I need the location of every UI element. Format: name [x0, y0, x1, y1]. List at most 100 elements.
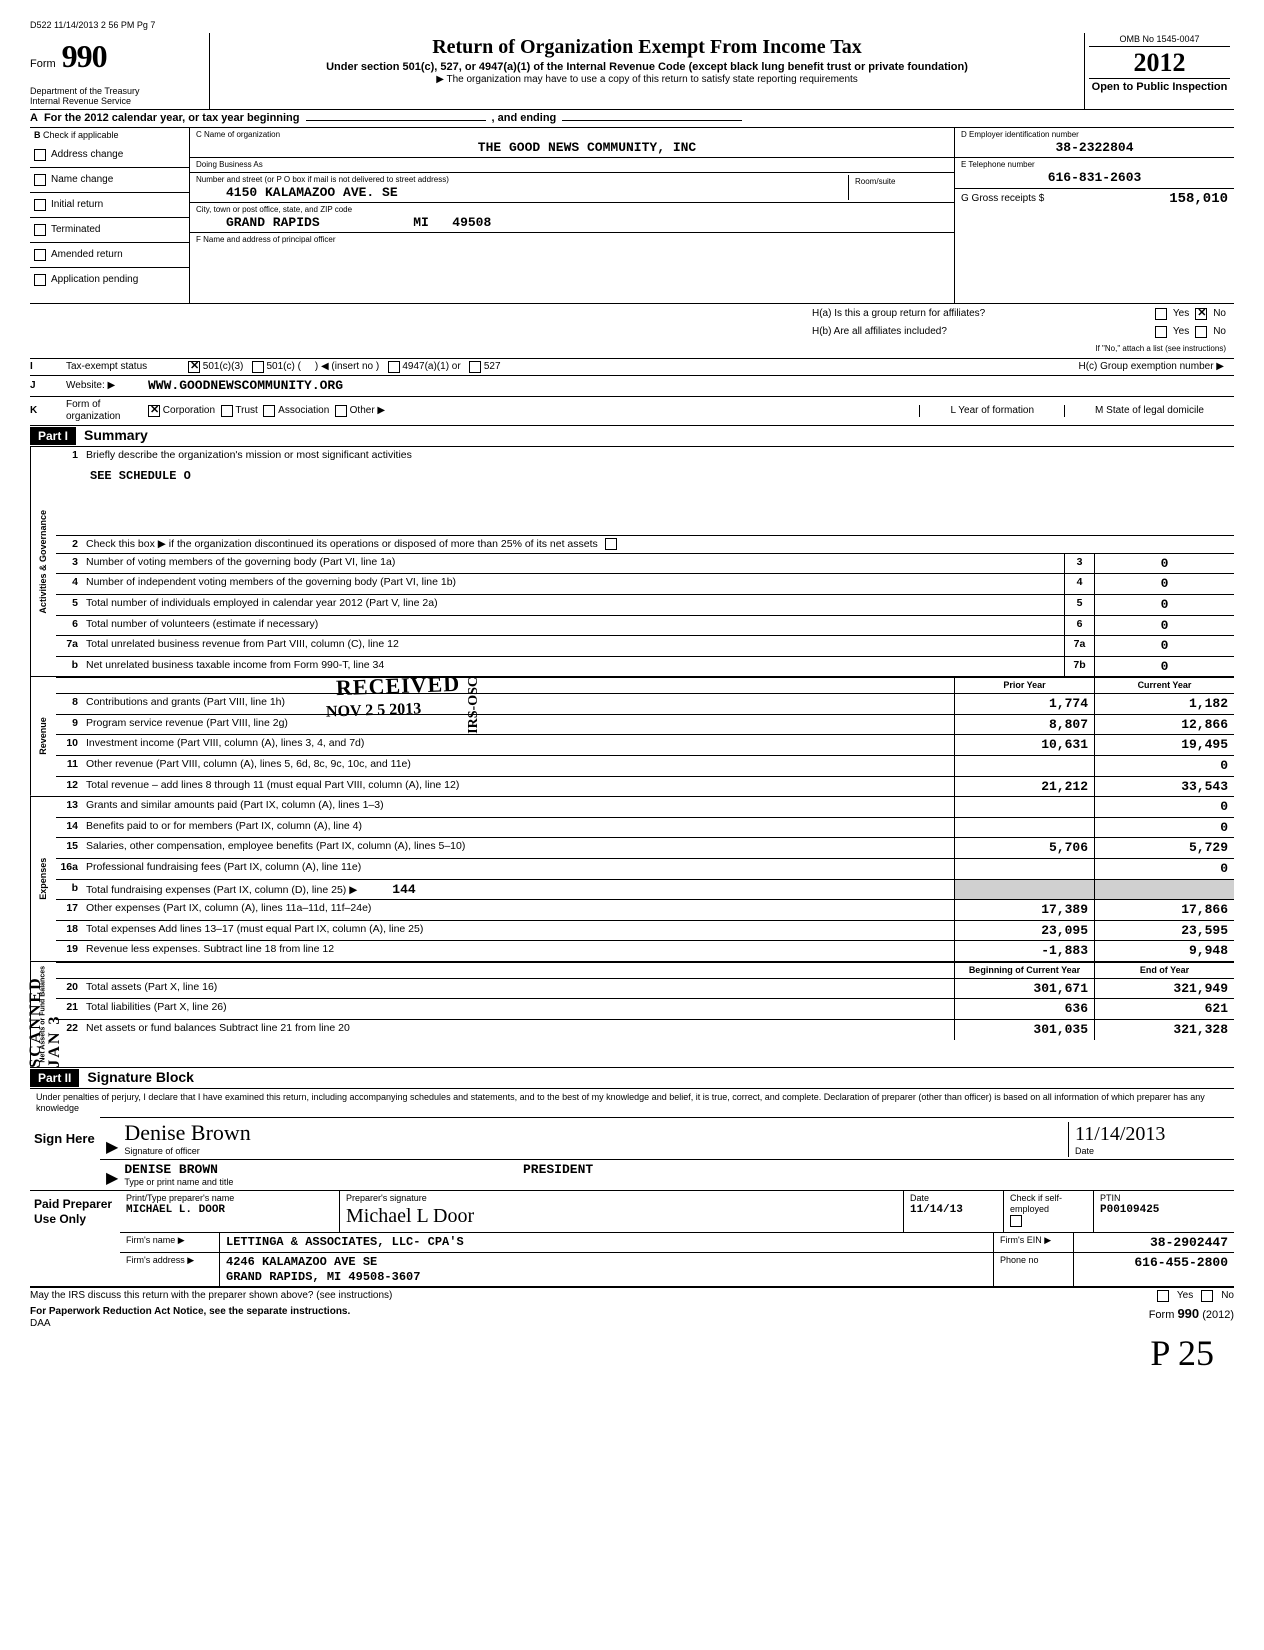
phone-label: E Telephone number: [961, 160, 1228, 170]
state: MI: [413, 215, 429, 230]
zip: 49508: [452, 215, 491, 230]
discuss-yes[interactable]: [1157, 1290, 1169, 1302]
section-c: C Name of organization THE GOOD NEWS COM…: [190, 128, 954, 303]
h-b-yes[interactable]: [1155, 326, 1167, 338]
h-a-yes[interactable]: [1155, 308, 1167, 320]
perjury-text: Under penalties of perjury, I declare th…: [30, 1089, 1234, 1117]
chk-527[interactable]: [469, 361, 481, 373]
line4-desc: Number of independent voting members of …: [82, 574, 1064, 594]
line20-desc: Total assets (Part X, line 16): [82, 979, 954, 999]
omb-number: OMB No 1545-0047: [1089, 33, 1230, 47]
chk-amended-return[interactable]: Amended return: [30, 243, 189, 268]
irs-discuss-row: May the IRS discuss this return with the…: [30, 1287, 1234, 1304]
chk-discontinued[interactable]: [605, 538, 617, 550]
line12-desc: Total revenue – add lines 8 through 11 (…: [82, 777, 954, 797]
part-2-title: Signature Block: [87, 1069, 194, 1086]
line10-py: 10,631: [954, 735, 1094, 755]
chk-other[interactable]: [335, 405, 347, 417]
firm-phone-label: Phone no: [994, 1253, 1074, 1286]
chk-501c3[interactable]: [188, 361, 200, 373]
line10-desc: Investment income (Part VIII, column (A)…: [82, 735, 954, 755]
row-i-letter: I: [30, 361, 48, 373]
section-a-text: For the 2012 calendar year, or tax year …: [44, 112, 300, 125]
org-info-block: B Check if applicable Address change Nam…: [30, 128, 1234, 304]
line9-desc: Program service revenue (Part VIII, line…: [82, 715, 954, 735]
preparer-date-label: Date: [910, 1193, 997, 1204]
side-label-net-assets: Net Assets or Fund Balances: [30, 962, 56, 1067]
form-header: Form 990 Department of the Treasury Inte…: [30, 33, 1234, 110]
ptin-label: PTIN: [1100, 1193, 1228, 1204]
part-2-header: Part II Signature Block: [30, 1068, 1234, 1089]
side-label-ag: Activities & Governance: [30, 447, 56, 677]
line9-cy: 12,866: [1094, 715, 1234, 735]
firm-address: 4246 KALAMAZOO AVE SE GRAND RAPIDS, MI 4…: [220, 1253, 994, 1286]
chk-application-pending[interactable]: Application pending: [30, 268, 189, 292]
line21-desc: Total liabilities (Part X, line 26): [82, 999, 954, 1019]
officer-signature: Denise Brown: [124, 1120, 1068, 1146]
col-current-year: Current Year: [1094, 678, 1234, 693]
line7a-desc: Total unrelated business revenue from Pa…: [82, 636, 1064, 656]
chk-terminated[interactable]: Terminated: [30, 218, 189, 243]
discuss-no[interactable]: [1201, 1290, 1213, 1302]
line14-desc: Benefits paid to or for members (Part IX…: [82, 818, 954, 838]
firm-addr-label: Firm's address ▶: [120, 1253, 220, 1286]
h-a-label: H(a) Is this a group return for affiliat…: [812, 308, 985, 320]
line16a-cy: 0: [1094, 859, 1234, 879]
h-a-no[interactable]: [1195, 308, 1207, 320]
line17-py: 17,389: [954, 900, 1094, 920]
officer-title: PRESIDENT: [523, 1162, 593, 1177]
chk-self-employed[interactable]: [1010, 1215, 1022, 1227]
line20-end: 321,949: [1094, 979, 1234, 999]
line15-cy: 5,729: [1094, 838, 1234, 858]
chk-trust[interactable]: [221, 405, 233, 417]
open-public: Open to Public Inspection: [1089, 79, 1230, 95]
chk-501c[interactable]: [252, 361, 264, 373]
line8-cy: 1,182: [1094, 694, 1234, 714]
line5-val: 0: [1094, 595, 1234, 615]
firm-ein: 38-2902447: [1074, 1233, 1234, 1253]
line15-py: 5,706: [954, 838, 1094, 858]
room-suite: Room/suite: [848, 175, 948, 200]
line3-desc: Number of voting members of the governin…: [82, 554, 1064, 574]
part-1-title: Summary: [84, 427, 148, 444]
section-b-letter: B: [34, 130, 41, 140]
preparer-block: Paid Preparer Use Only Print/Type prepar…: [30, 1191, 1234, 1287]
line18-py: 23,095: [954, 921, 1094, 941]
h-b-no[interactable]: [1195, 326, 1207, 338]
chk-initial-return[interactable]: Initial return: [30, 193, 189, 218]
chk-association[interactable]: [263, 405, 275, 417]
firm-name-label: Firm's name ▶: [120, 1233, 220, 1253]
form-title: Return of Organization Exempt From Incom…: [220, 35, 1074, 59]
form-subtitle: Under section 501(c), 527, or 4947(a)(1)…: [220, 61, 1074, 74]
line22-end: 321,328: [1094, 1020, 1234, 1040]
preparer-date: 11/14/13: [910, 1204, 997, 1217]
line16a-desc: Professional fundraising fees (Part IX, …: [82, 859, 954, 879]
org-name: THE GOOD NEWS COMMUNITY, INC: [196, 140, 948, 156]
officer-name: DENISE BROWN: [124, 1162, 218, 1177]
ptin-value: P00109425: [1100, 1204, 1228, 1217]
name-title-label: Type or print name and title: [124, 1177, 1228, 1188]
row-form-org: K Form of organization Corporation Trust…: [30, 397, 1234, 426]
section-b-heading: Check if applicable: [43, 130, 119, 140]
revenue-block: Revenue RECEIVED NOV 2 5 2013 IRS-OSC Pr…: [30, 677, 1234, 797]
line9-py: 8,807: [954, 715, 1094, 735]
part-1-header: Part I Summary: [30, 426, 1234, 447]
line18-desc: Total expenses Add lines 13–17 (must equ…: [82, 921, 954, 941]
date-label: Date: [1075, 1146, 1228, 1157]
chk-name-change[interactable]: Name change: [30, 168, 189, 193]
line13-desc: Grants and similar amounts paid (Part IX…: [82, 797, 954, 817]
paperwork-notice: For Paperwork Reduction Act Notice, see …: [30, 1306, 350, 1317]
chk-corporation[interactable]: [148, 405, 160, 417]
form-word: Form: [30, 58, 56, 71]
section-a-letter: A: [30, 112, 38, 125]
year-formation-label: L Year of formation: [919, 405, 1064, 417]
col-end-year: End of Year: [1094, 963, 1234, 978]
line20-beg: 301,671: [954, 979, 1094, 999]
line19-py: -1,883: [954, 941, 1094, 961]
chk-address-change[interactable]: Address change: [30, 143, 189, 168]
chk-4947[interactable]: [388, 361, 400, 373]
line22-beg: 301,035: [954, 1020, 1094, 1040]
line7a-val: 0: [1094, 636, 1234, 656]
line8-desc: Contributions and grants (Part VIII, lin…: [82, 694, 954, 714]
line21-end: 621: [1094, 999, 1234, 1019]
